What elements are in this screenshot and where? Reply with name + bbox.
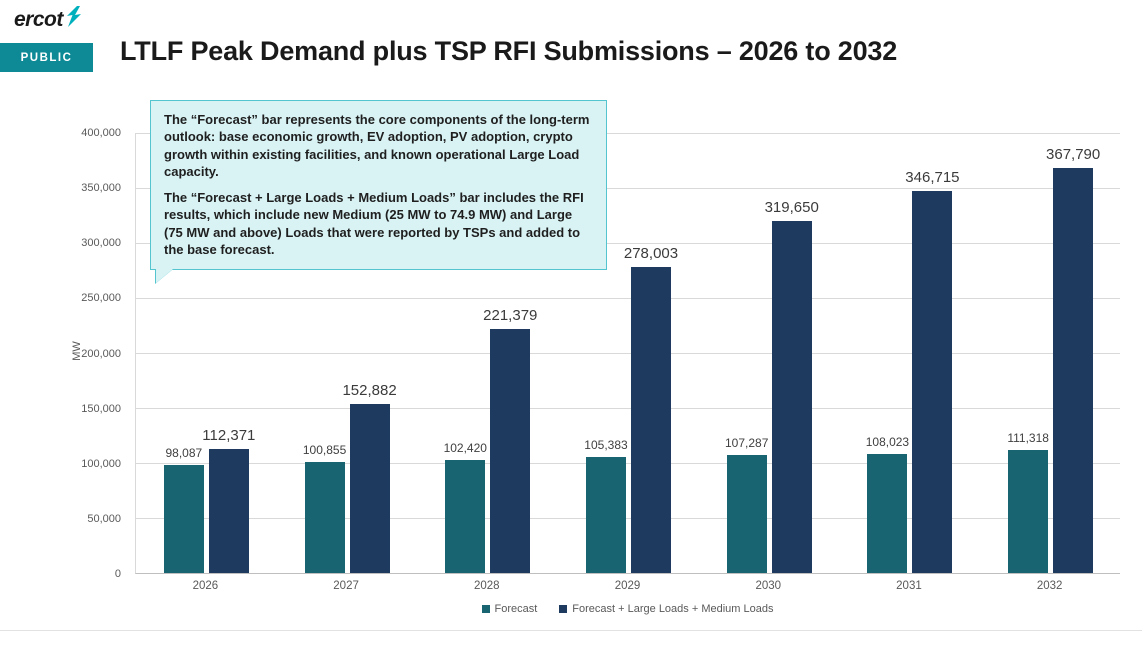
gridline bbox=[136, 408, 1120, 410]
x-tick-label: 2028 bbox=[474, 580, 500, 592]
y-tick-label: 300,000 bbox=[81, 237, 121, 250]
data-label: 108,023 bbox=[865, 435, 910, 449]
y-tick-label: 0 bbox=[114, 568, 121, 580]
y-tick-label: 50,000 bbox=[87, 512, 121, 525]
public-badge: PUBLIC bbox=[0, 43, 93, 72]
bar-forecast-2030 bbox=[726, 455, 767, 573]
x-tick-label: 2029 bbox=[614, 580, 641, 592]
gridline bbox=[136, 463, 1120, 465]
x-tick-label: 2030 bbox=[755, 580, 782, 592]
bar-forecast-plus-loads-2030 bbox=[771, 221, 812, 573]
x-tick-label: 2031 bbox=[896, 580, 922, 592]
page-title: LTLF Peak Demand plus TSP RFI Submission… bbox=[120, 36, 898, 66]
gridline bbox=[136, 297, 1120, 299]
bar-forecast-plus-loads-2026 bbox=[208, 449, 249, 573]
data-label: 278,003 bbox=[623, 245, 679, 262]
gridline bbox=[136, 187, 1120, 189]
bar-forecast-2031 bbox=[867, 454, 908, 573]
gridline bbox=[136, 242, 1120, 244]
data-label: 107,287 bbox=[725, 436, 769, 450]
y-tick-label: 150,000 bbox=[81, 402, 121, 415]
gridline bbox=[136, 518, 1120, 520]
x-tick-label: 2027 bbox=[333, 580, 359, 592]
y-tick-label: 350,000 bbox=[81, 182, 121, 195]
y-tick-label: 400,000 bbox=[81, 127, 121, 139]
data-label: 100,855 bbox=[302, 443, 347, 457]
y-tick-label: 200,000 bbox=[81, 347, 121, 360]
data-label: 111,318 bbox=[1007, 431, 1049, 445]
y-tick-label: 100,000 bbox=[81, 457, 121, 470]
bar-forecast-2029 bbox=[586, 457, 626, 573]
legend-swatch-icon bbox=[559, 605, 568, 613]
legend-item: Forecast bbox=[481, 603, 538, 615]
data-label: 367,790 bbox=[1046, 146, 1101, 163]
legend-label: Forecast bbox=[494, 603, 538, 615]
data-label: 112,371 bbox=[202, 427, 256, 444]
legend-item: Forecast + Large Loads + Medium Loads bbox=[559, 603, 773, 615]
bar-forecast-plus-loads-2028 bbox=[490, 329, 531, 573]
data-label: 319,650 bbox=[764, 199, 819, 216]
y-axis: 0 50,000 100,000 150,000 200,000 250,000 300,0… bbox=[48, 127, 128, 580]
ercot-logo-text: ercot bbox=[14, 7, 63, 31]
callout-box: The “Forecast” bar represents the core c… bbox=[150, 100, 607, 284]
data-label: 221,379 bbox=[483, 307, 538, 324]
x-tick-label: 2032 bbox=[1036, 580, 1063, 592]
ercot-logo: ercot bbox=[14, 6, 82, 33]
data-label: 346,715 bbox=[905, 169, 960, 186]
data-label: 152,882 bbox=[342, 382, 397, 399]
callout-tail bbox=[156, 269, 173, 284]
chart-plot-area: 98,087 112,371 100,855 152,882 102,420 221,37… bbox=[135, 132, 1120, 574]
data-label: 98,087 bbox=[165, 446, 203, 460]
legend-label: Forecast + Large Loads + Medium Loads bbox=[572, 603, 774, 615]
bar-forecast-2027 bbox=[304, 462, 345, 573]
bar-forecast-2032 bbox=[1008, 450, 1049, 573]
bar-forecast-plus-loads-2031 bbox=[912, 191, 953, 573]
bar-forecast-plus-loads-2027 bbox=[349, 404, 390, 573]
callout-paragraph-2: The “Forecast + Large Loads + Medium Loa… bbox=[164, 190, 584, 257]
gridline bbox=[136, 353, 1120, 354]
data-label: 105,383 bbox=[584, 438, 628, 452]
x-tick-label: 2026 bbox=[192, 580, 219, 592]
legend-swatch-icon bbox=[481, 605, 490, 613]
bar-forecast-2028 bbox=[445, 460, 486, 573]
bar-forecast-plus-loads-2032 bbox=[1053, 168, 1094, 573]
bar-forecast-2026 bbox=[163, 465, 204, 573]
data-label: 102,420 bbox=[443, 441, 487, 455]
bar-forecast-plus-loads-2029 bbox=[631, 267, 671, 573]
y-tick-label: 250,000 bbox=[81, 292, 121, 305]
callout-paragraph-1: The “Forecast” bar represents the core c… bbox=[164, 112, 590, 179]
chart-legend: Forecast Forecast + Large Loads + Medium … bbox=[135, 603, 1120, 615]
footer-divider bbox=[0, 630, 1142, 631]
ercot-bolt-icon bbox=[66, 6, 82, 33]
x-axis: 2026 2027 2028 2029 2030 2031 2032 bbox=[135, 580, 1120, 592]
gridline bbox=[136, 132, 1120, 134]
